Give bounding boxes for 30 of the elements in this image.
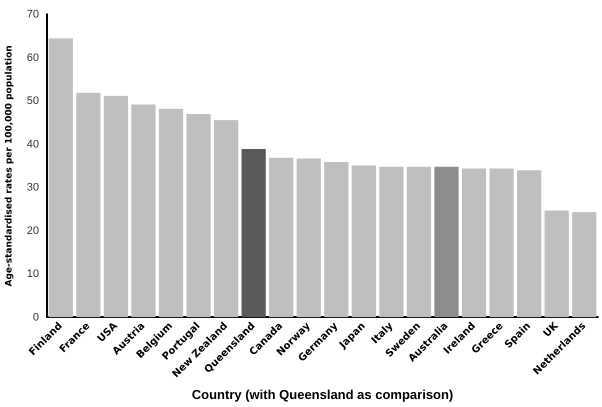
bar xyxy=(572,212,596,318)
y-tick-label: 70 xyxy=(26,8,40,21)
bar xyxy=(406,166,432,318)
bar xyxy=(517,170,542,318)
x-axis-title: Country (with Queensland as comparison) xyxy=(192,386,454,402)
bar xyxy=(324,162,348,318)
y-tick-label: 30 xyxy=(26,182,40,194)
bar xyxy=(214,120,238,318)
bar xyxy=(131,104,156,318)
bar xyxy=(76,92,100,318)
bar xyxy=(379,166,404,318)
y-tick-label: 60 xyxy=(26,52,40,64)
bar xyxy=(186,114,211,318)
bar xyxy=(48,38,73,318)
bar xyxy=(296,158,321,318)
bar xyxy=(462,168,486,318)
y-axis-title: Age-standardised rates per 100,000 population xyxy=(4,45,15,286)
bar xyxy=(104,96,128,318)
y-tick-label: 50 xyxy=(26,95,40,108)
bar xyxy=(242,149,266,318)
bar xyxy=(434,166,459,318)
y-tick-label: 20 xyxy=(26,224,40,237)
bar xyxy=(158,108,184,318)
bar xyxy=(489,168,514,318)
y-tick-label: 0 xyxy=(32,311,40,324)
bar xyxy=(544,210,569,318)
bar xyxy=(269,158,294,318)
y-tick-label: 40 xyxy=(26,138,40,150)
bar xyxy=(352,165,376,318)
y-tick-label: 10 xyxy=(26,268,40,280)
